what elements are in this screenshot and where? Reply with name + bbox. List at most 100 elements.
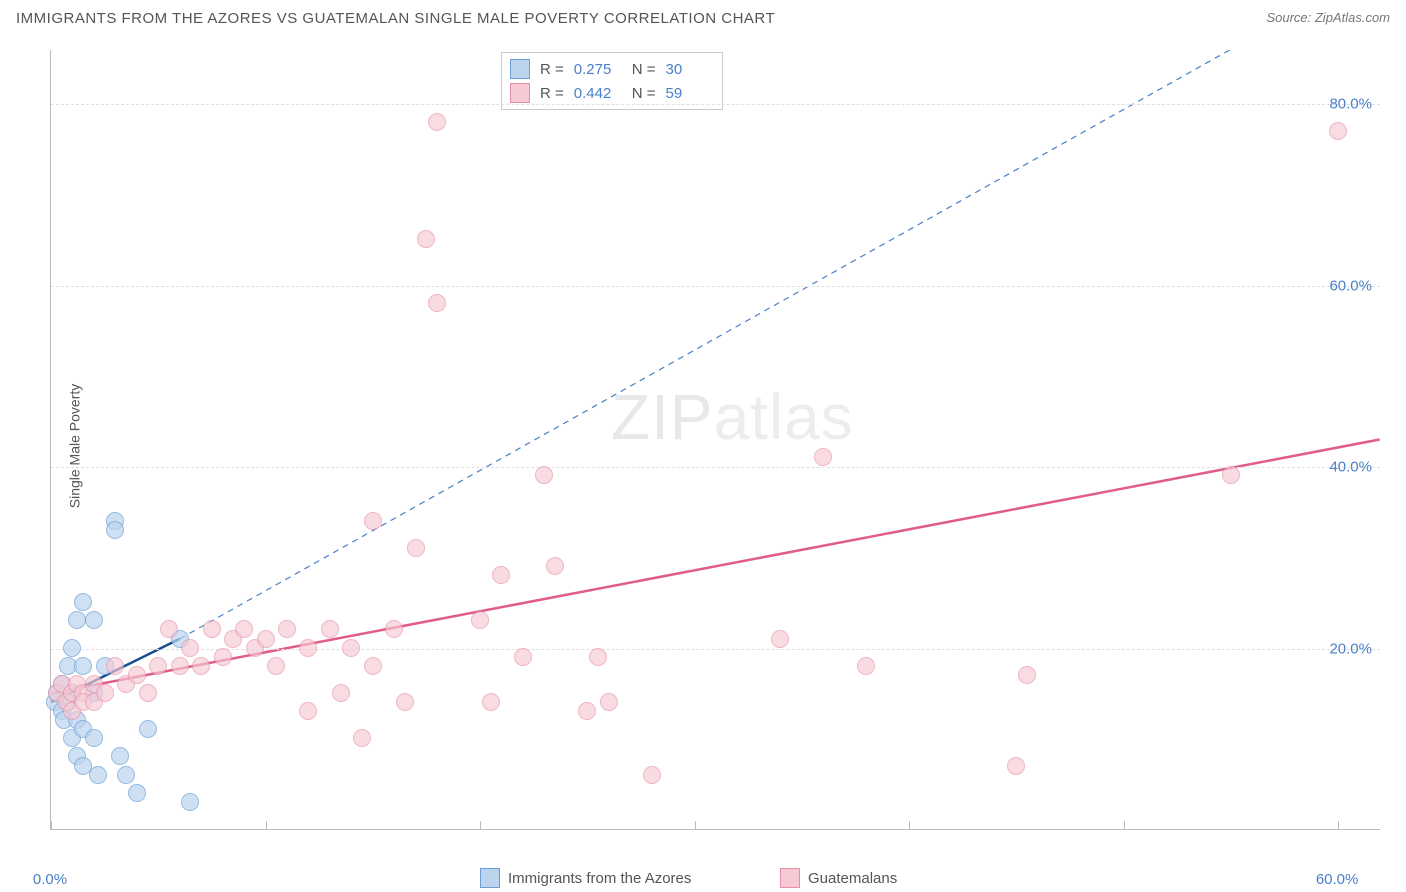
data-point [600,693,618,711]
data-point [74,657,92,675]
chart-title: IMMIGRANTS FROM THE AZORES VS GUATEMALAN… [16,10,775,27]
data-point [214,648,232,666]
data-point [85,611,103,629]
data-point [128,666,146,684]
legend-guatemalans: Guatemalans [780,868,897,888]
data-point [417,230,435,248]
data-point [299,639,317,657]
data-point [353,729,371,747]
data-point [857,657,875,675]
data-point [578,702,596,720]
gridline [51,286,1380,287]
data-point [106,521,124,539]
data-point [1007,757,1025,775]
data-point [192,657,210,675]
swatch-guatemalans-icon [780,868,800,888]
data-point [96,684,114,702]
data-point [364,657,382,675]
data-point [643,766,661,784]
data-point [85,729,103,747]
corr-row-guatemalans: R = 0.442 N = 59 [510,81,714,105]
data-point [181,793,199,811]
data-point [814,448,832,466]
swatch-guatemalans-icon [510,83,530,103]
data-point [267,657,285,675]
data-point [321,620,339,638]
data-point [278,620,296,638]
x-tick-mark [480,821,481,829]
x-tick-label: 60.0% [1316,871,1359,888]
corr-row-azores: R = 0.275 N = 30 [510,57,714,81]
y-tick-label: 60.0% [1329,277,1372,294]
data-point [128,784,146,802]
scatter-plot: ZIPatlas R = 0.275 N = 30 R = 0.442 N = … [50,50,1380,830]
corr-r-label: R = [540,85,564,102]
y-tick-label: 80.0% [1329,96,1372,113]
x-tick-mark [1124,821,1125,829]
source-label: Source: ZipAtlas.com [1266,10,1390,25]
data-point [74,593,92,611]
corr-n-label: N = [632,61,656,78]
legend-guatemalans-label: Guatemalans [808,870,897,887]
data-point [428,294,446,312]
data-point [203,620,221,638]
data-point [535,466,553,484]
data-point [342,639,360,657]
gridline [51,467,1380,468]
data-point [1222,466,1240,484]
data-point [171,657,189,675]
corr-n-guatemalans: 59 [666,85,714,102]
x-tick-mark [266,821,267,829]
data-point [546,557,564,575]
data-point [139,684,157,702]
data-point [428,113,446,131]
swatch-azores-icon [480,868,500,888]
y-tick-label: 20.0% [1329,640,1372,657]
data-point [332,684,350,702]
x-tick-mark [695,821,696,829]
data-point [492,566,510,584]
data-point [235,620,253,638]
data-point [106,657,124,675]
legend-azores: Immigrants from the Azores [480,868,691,888]
correlation-legend: R = 0.275 N = 30 R = 0.442 N = 59 [501,52,723,110]
data-point [514,648,532,666]
data-point [364,512,382,530]
data-point [117,766,135,784]
data-point [385,620,403,638]
corr-r-guatemalans: 0.442 [574,85,622,102]
legend-azores-label: Immigrants from the Azores [508,870,691,887]
corr-r-azores: 0.275 [574,61,622,78]
x-tick-mark [51,821,52,829]
data-point [68,611,86,629]
data-point [471,611,489,629]
data-point [149,657,167,675]
data-point [407,539,425,557]
data-point [396,693,414,711]
data-point [589,648,607,666]
corr-n-label: N = [632,85,656,102]
data-point [482,693,500,711]
watermark-prefix: ZIP [611,381,714,453]
data-point [111,747,129,765]
x-tick-mark [1338,821,1339,829]
data-point [181,639,199,657]
x-tick-label: 0.0% [33,871,67,888]
data-point [299,702,317,720]
watermark-suffix: atlas [714,381,854,453]
data-point [160,620,178,638]
data-point [257,630,275,648]
x-tick-mark [909,821,910,829]
corr-n-azores: 30 [666,61,714,78]
watermark: ZIPatlas [611,380,854,454]
data-point [1329,122,1347,140]
data-point [139,720,157,738]
y-tick-label: 40.0% [1329,459,1372,476]
data-point [771,630,789,648]
data-point [1018,666,1036,684]
data-point [63,639,81,657]
swatch-azores-icon [510,59,530,79]
data-point [89,766,107,784]
gridline [51,104,1380,105]
corr-r-label: R = [540,61,564,78]
